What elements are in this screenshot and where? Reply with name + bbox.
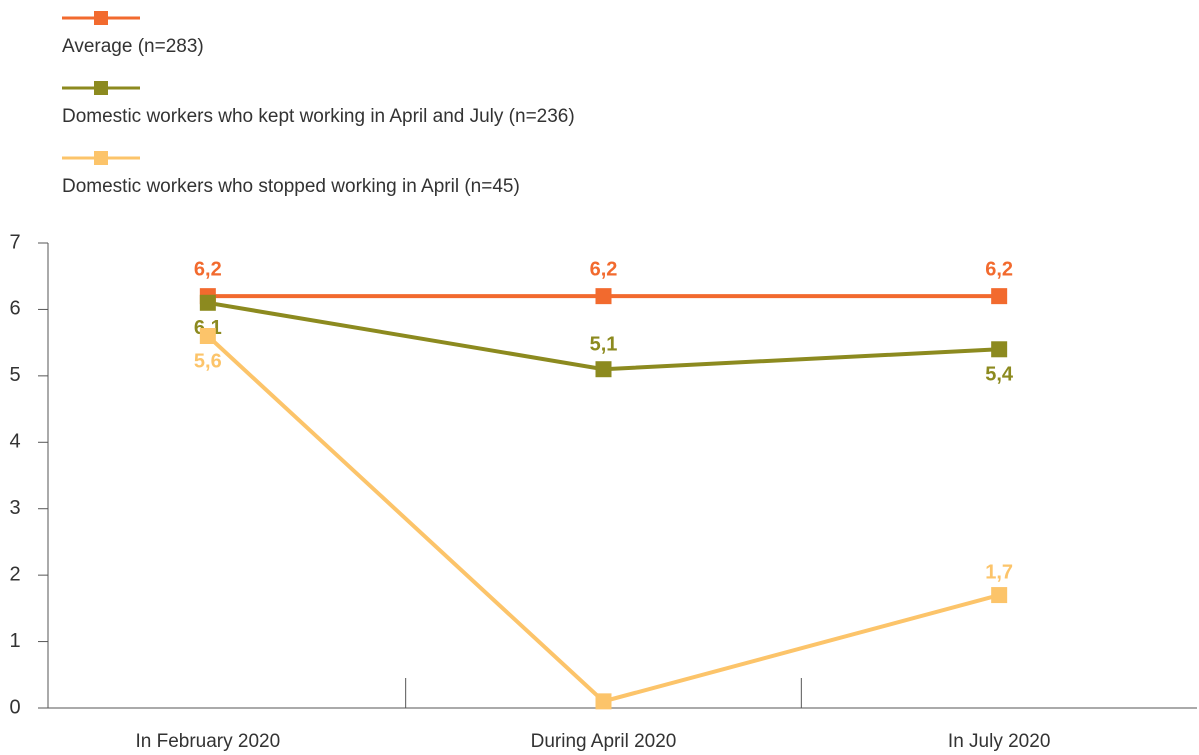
legend-label: Domestic workers who stopped working in … xyxy=(62,176,520,197)
point-marker xyxy=(991,587,1008,604)
point-marker xyxy=(595,288,612,305)
legend-marker xyxy=(94,81,108,95)
x-tick-label: In February 2020 xyxy=(135,731,280,752)
y-tick-label: 0 xyxy=(9,696,20,718)
value-label: 6,2 xyxy=(985,258,1013,280)
value-label: 5,1 xyxy=(590,333,618,355)
legend-marker xyxy=(94,11,108,25)
value-label: 6,2 xyxy=(194,258,222,280)
y-tick-label: 5 xyxy=(9,364,20,386)
legend-label: Average (n=283) xyxy=(62,36,204,57)
point-marker xyxy=(595,693,612,710)
legend-marker xyxy=(94,151,108,165)
point-marker xyxy=(595,361,612,378)
point-marker xyxy=(991,341,1008,358)
point-marker xyxy=(991,288,1008,305)
y-tick-label: 7 xyxy=(9,231,20,253)
value-label: 5,6 xyxy=(194,350,222,372)
y-tick-label: 2 xyxy=(9,563,20,585)
series-line xyxy=(206,334,1000,704)
x-tick-label: In July 2020 xyxy=(948,731,1050,752)
y-tick-label: 1 xyxy=(9,630,20,652)
legend-label: Domestic workers who kept working in Apr… xyxy=(62,106,575,127)
point-marker xyxy=(199,328,216,344)
value-label: 6,2 xyxy=(590,258,618,280)
value-label: 5,4 xyxy=(985,364,1014,386)
y-tick-label: 6 xyxy=(9,298,20,320)
value-label: 1,7 xyxy=(985,561,1013,583)
y-tick-label: 4 xyxy=(9,431,20,453)
point-marker xyxy=(199,294,216,311)
y-tick-label: 3 xyxy=(9,497,20,519)
x-tick-label: During April 2020 xyxy=(531,731,677,752)
